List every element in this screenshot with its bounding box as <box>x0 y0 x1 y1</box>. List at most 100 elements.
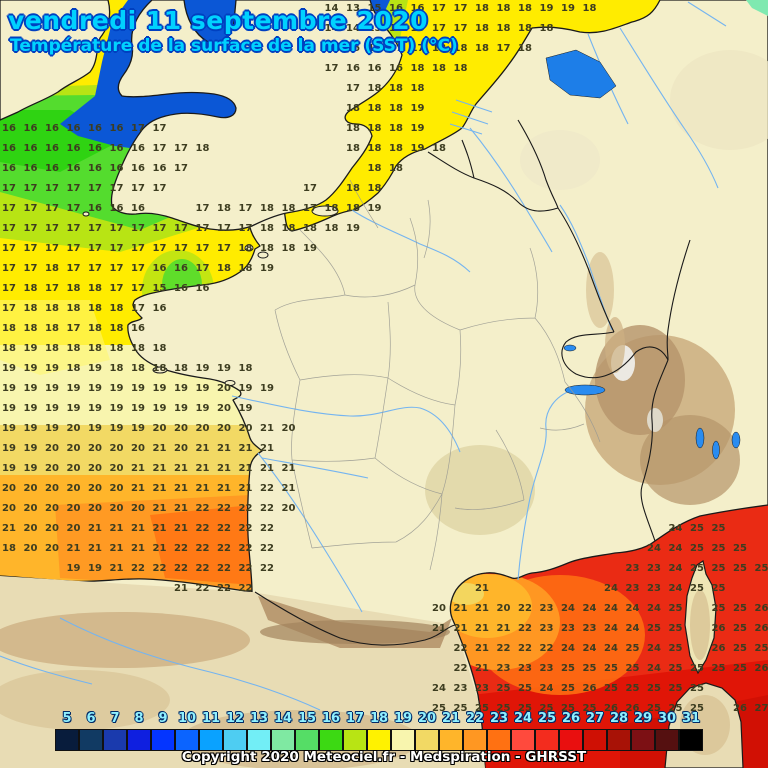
sst-value: 22 <box>260 483 274 494</box>
sst-value: 20 <box>217 423 231 434</box>
sst-value: 16 <box>67 163 81 174</box>
sst-value: 21 <box>174 503 188 514</box>
sst-value: 16 <box>174 283 188 294</box>
sst-value: 18 <box>432 43 446 54</box>
sst-value: 16 <box>88 163 102 174</box>
sst-value: 18 <box>282 203 296 214</box>
sst-value: 25 <box>604 683 618 694</box>
scale-label-9: 9 <box>158 711 168 726</box>
sst-value: 17 <box>88 243 102 254</box>
sst-value: 16 <box>24 143 38 154</box>
sst-value: 25 <box>755 643 768 654</box>
sst-value: 20 <box>131 443 145 454</box>
land-great-britain <box>110 0 403 231</box>
sst-value: 18 <box>110 323 124 334</box>
sst-value: 21 <box>239 483 253 494</box>
sst-value: 26 <box>733 703 747 714</box>
sst-value: 18 <box>239 243 253 254</box>
sst-value: 24 <box>626 603 640 614</box>
sst-value: 19 <box>2 423 16 434</box>
sst-value: 18 <box>131 343 145 354</box>
sst-value: 24 <box>561 643 575 654</box>
scale-cell-30 <box>655 729 679 751</box>
sst-value: 19 <box>174 403 188 414</box>
scale-label-30: 30 <box>657 711 677 726</box>
sst-value: 17 <box>196 263 210 274</box>
sst-value: 25 <box>712 583 726 594</box>
scale-label-29: 29 <box>633 711 653 726</box>
sst-value: 17 <box>303 203 317 214</box>
sst-value: 17 <box>389 43 403 54</box>
sst-value: 24 <box>583 643 597 654</box>
sst-value: 25 <box>669 703 683 714</box>
sst-value: 19 <box>24 363 38 374</box>
scale-cell-26 <box>559 729 583 751</box>
sst-value: 18 <box>217 263 231 274</box>
sst-value: 13 <box>346 3 360 14</box>
sst-value: 17 <box>88 263 102 274</box>
sst-value: 21 <box>217 483 231 494</box>
sst-value: 25 <box>690 663 704 674</box>
map-subtitle: Température de la surface de la mer (SST… <box>10 36 458 56</box>
sst-value: 25 <box>669 623 683 634</box>
scale-cell-31 <box>679 729 703 751</box>
sst-value: 18 <box>389 123 403 134</box>
scale-label-28: 28 <box>609 711 629 726</box>
sst-value: 23 <box>647 563 661 574</box>
sst-value: 18 <box>153 363 167 374</box>
sst-value: 25 <box>712 563 726 574</box>
sst-value: 17 <box>497 43 511 54</box>
sst-value: 19 <box>260 263 274 274</box>
sst-value: 22 <box>153 563 167 574</box>
sst-value: 16 <box>389 3 403 14</box>
sst-value: 18 <box>282 223 296 234</box>
sst-value: 25 <box>733 543 747 554</box>
sst-value: 24 <box>604 583 618 594</box>
sst-value: 25 <box>690 523 704 534</box>
sst-value: 22 <box>260 523 274 534</box>
sst-value: 20 <box>67 443 81 454</box>
sst-value: 17 <box>45 183 59 194</box>
sst-value: 17 <box>88 223 102 234</box>
sst-value: 21 <box>174 523 188 534</box>
sst-value: 19 <box>88 423 102 434</box>
sst-value: 17 <box>131 243 145 254</box>
sst-value: 16 <box>174 263 188 274</box>
sst-value: 21 <box>174 463 188 474</box>
sst-value: 17 <box>174 163 188 174</box>
sst-value: 20 <box>45 483 59 494</box>
sst-value: 18 <box>45 323 59 334</box>
sst-value: 19 <box>67 383 81 394</box>
sst-value: 20 <box>497 603 511 614</box>
sst-value: 25 <box>690 583 704 594</box>
sst-value: 18 <box>45 303 59 314</box>
sst-value: 20 <box>45 523 59 534</box>
sst-value: 23 <box>626 583 640 594</box>
sst-value: 24 <box>432 683 446 694</box>
sst-value: 23 <box>583 623 597 634</box>
sst-value: 19 <box>260 383 274 394</box>
sst-value: 18 <box>497 3 511 14</box>
sst-value: 17 <box>432 23 446 34</box>
sst-value: 19 <box>67 563 81 574</box>
sst-value: 19 <box>411 143 425 154</box>
sst-value: 24 <box>669 583 683 594</box>
sst-value: 20 <box>88 503 102 514</box>
sst-value: 21 <box>131 543 145 554</box>
sst-value: 21 <box>217 443 231 454</box>
sst-value: 17 <box>131 283 145 294</box>
sst-value: 19 <box>196 363 210 374</box>
sst-value: 21 <box>131 463 145 474</box>
sst-value: 18 <box>454 63 468 74</box>
sst-value: 17 <box>217 223 231 234</box>
sst-value: 18 <box>88 343 102 354</box>
scale-cell-13 <box>247 729 271 751</box>
sst-value: 23 <box>561 623 575 634</box>
sst-value: 25 <box>669 643 683 654</box>
sst-value: 19 <box>45 383 59 394</box>
sst-value: 26 <box>604 703 618 714</box>
sst-value: 25 <box>690 543 704 554</box>
sst-value: 17 <box>45 243 59 254</box>
sst-value: 17 <box>131 123 145 134</box>
